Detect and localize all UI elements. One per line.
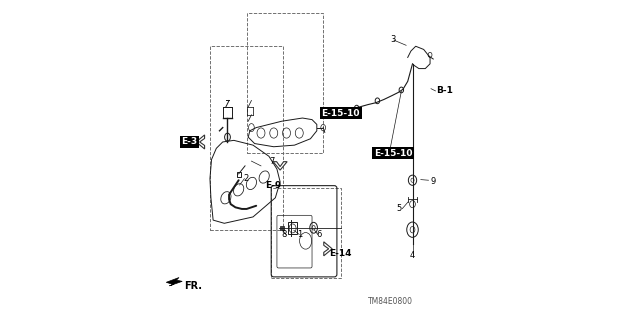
Bar bbox=[210, 46, 284, 230]
Polygon shape bbox=[324, 242, 332, 256]
Text: 8: 8 bbox=[282, 230, 287, 239]
Bar bbox=[271, 188, 340, 278]
Text: 2: 2 bbox=[243, 174, 248, 183]
Polygon shape bbox=[273, 162, 287, 170]
Text: 5: 5 bbox=[396, 204, 401, 213]
Text: 1: 1 bbox=[297, 230, 302, 239]
Bar bbox=[288, 222, 297, 234]
Bar bbox=[246, 13, 323, 153]
Polygon shape bbox=[196, 135, 205, 149]
Text: 4: 4 bbox=[410, 251, 415, 260]
Text: E-15-10: E-15-10 bbox=[374, 149, 413, 158]
Bar bbox=[237, 172, 241, 177]
Text: 9: 9 bbox=[430, 177, 435, 186]
Text: B-1: B-1 bbox=[436, 86, 453, 95]
Text: TM84E0800: TM84E0800 bbox=[367, 297, 413, 306]
Polygon shape bbox=[166, 278, 182, 286]
Text: 7: 7 bbox=[269, 157, 275, 166]
Text: 3: 3 bbox=[390, 35, 396, 44]
Text: 6: 6 bbox=[316, 230, 321, 239]
Text: FR.: FR. bbox=[184, 280, 202, 291]
Text: E-14: E-14 bbox=[330, 249, 352, 258]
Text: E-3: E-3 bbox=[181, 137, 197, 146]
Text: E-15-10: E-15-10 bbox=[321, 109, 360, 118]
Text: E-9: E-9 bbox=[266, 181, 282, 189]
Bar bbox=[280, 226, 284, 230]
